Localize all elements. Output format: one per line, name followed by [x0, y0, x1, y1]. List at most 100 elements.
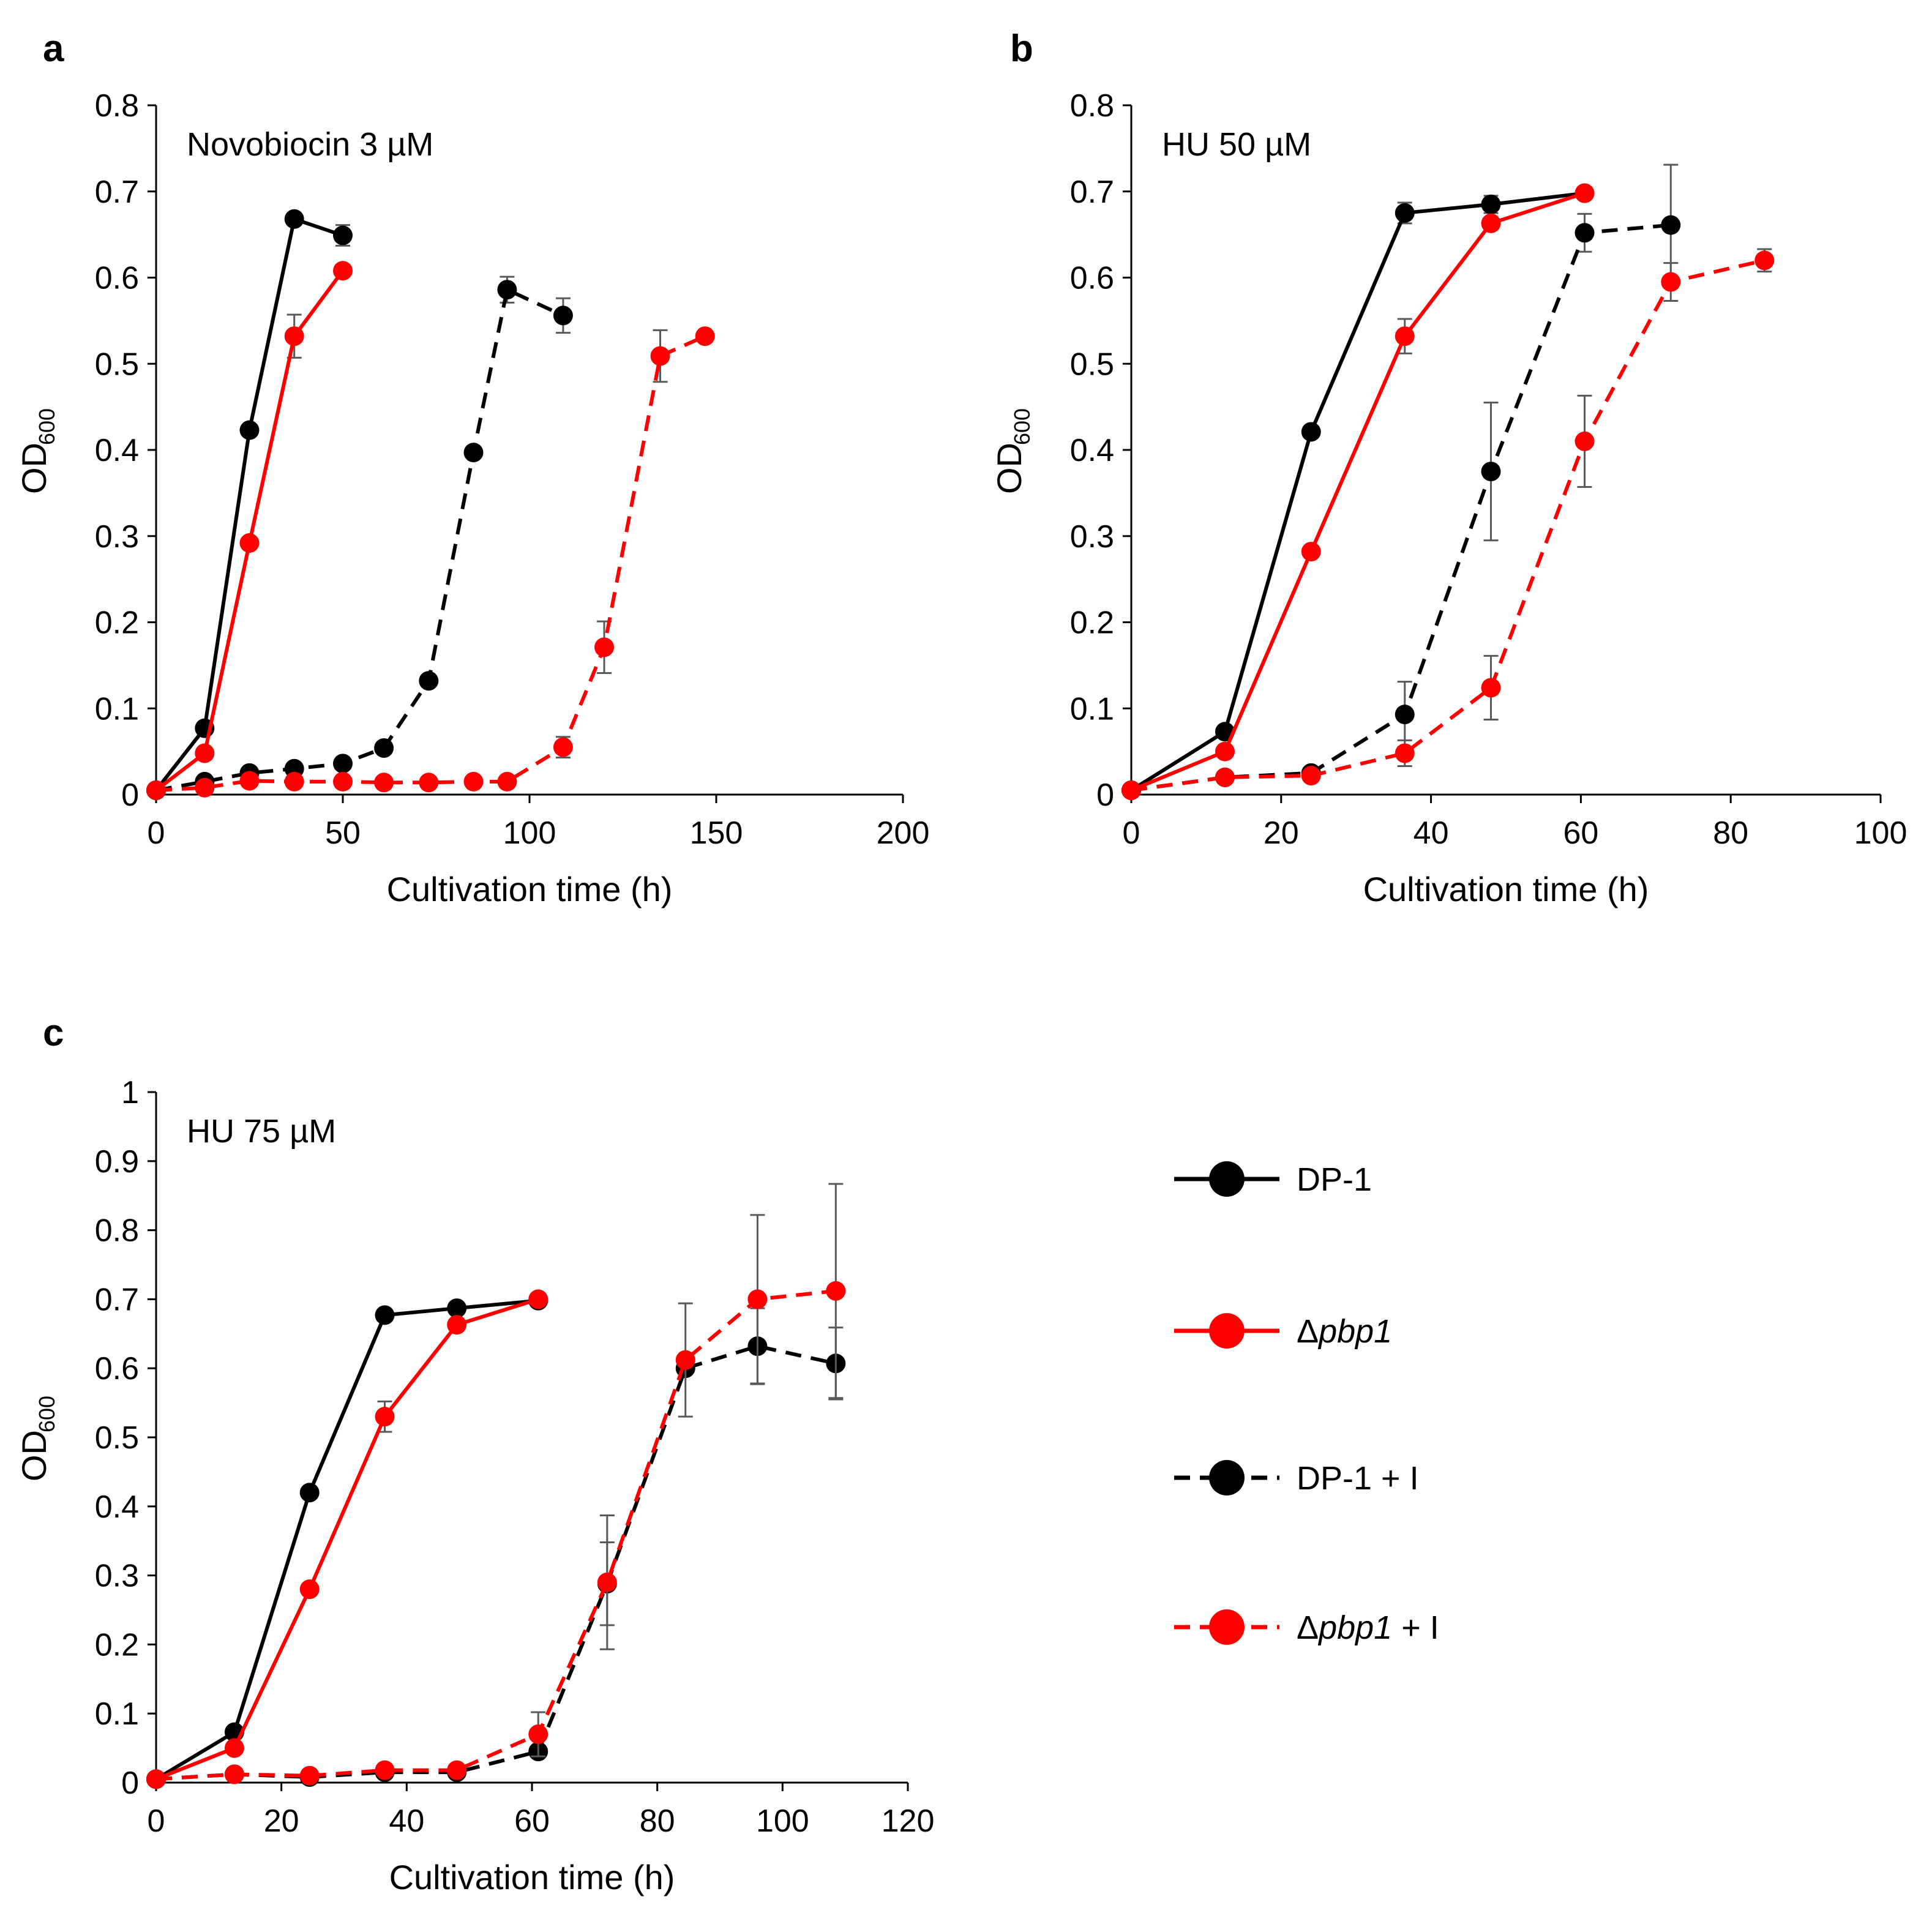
data-point	[146, 1769, 166, 1789]
data-point	[419, 773, 439, 793]
y-tick-label: 0.1	[95, 691, 139, 727]
x-tick-label: 100	[756, 1803, 809, 1839]
data-point	[528, 1289, 549, 1309]
series-line	[155, 334, 706, 792]
data-point	[1395, 743, 1415, 763]
data-point	[528, 1724, 549, 1745]
x-axis-title: Cultivation time (h)	[389, 1858, 675, 1896]
data-point	[447, 1298, 467, 1319]
legend-label-text: DP-1	[1297, 1161, 1372, 1198]
data-point	[375, 1407, 395, 1427]
legend-label: Δpbp1	[1297, 1313, 1392, 1350]
y-tick-label: 0.1	[95, 1696, 139, 1732]
x-tick-label: 100	[503, 815, 556, 851]
x-tick-label: 120	[882, 1803, 935, 1839]
data-point	[375, 1305, 395, 1325]
data-point	[1215, 767, 1235, 787]
data-point	[1121, 780, 1141, 800]
data-point	[594, 637, 614, 657]
series-line	[1131, 258, 1765, 792]
data-point	[463, 443, 484, 463]
data-point	[650, 346, 670, 366]
data-point	[224, 1738, 244, 1758]
data-point	[374, 773, 394, 793]
series--pbp1-group	[146, 1289, 549, 1789]
series-line	[155, 1344, 836, 1781]
series-line	[155, 1298, 539, 1781]
x-tick-label: 20	[1264, 815, 1299, 851]
x-tick-label: 60	[514, 1803, 550, 1839]
y-tick-label: 1	[121, 1075, 139, 1110]
data-point	[333, 225, 353, 245]
series-dp-1-group	[146, 1290, 549, 1789]
legend-entry: DP-1	[1174, 1161, 1372, 1198]
data-point	[1574, 431, 1595, 451]
y-tick-label: 0	[121, 777, 139, 813]
series--pbp1-i-group	[1121, 248, 1775, 800]
y-tick-label: 0.7	[95, 1282, 139, 1317]
y-tick-label: 0.5	[1070, 346, 1114, 382]
y-tick-label: 0.4	[95, 1489, 139, 1525]
data-point	[333, 261, 353, 281]
data-point	[375, 1760, 395, 1780]
legend-label-text: DP-1 + I	[1297, 1460, 1419, 1497]
series-dp-1-group	[1121, 183, 1595, 800]
data-point	[299, 1579, 320, 1600]
x-tick-label: 80	[640, 1803, 675, 1839]
panel-annotation: Novobiocin 3 µM	[187, 126, 433, 163]
y-axis-title-subscript: 600	[34, 408, 59, 445]
x-tick-label: 20	[264, 1803, 299, 1839]
y-tick-label: 0.4	[1070, 433, 1114, 468]
y-tick-label: 0.2	[95, 605, 139, 641]
data-point	[1661, 215, 1681, 235]
series-line	[155, 1289, 836, 1781]
y-tick-label: 0.9	[95, 1144, 139, 1180]
data-point	[1574, 223, 1595, 243]
data-point	[224, 1764, 244, 1784]
data-point	[284, 209, 304, 229]
legend-marker	[1209, 1460, 1245, 1495]
y-tick-label: 0.5	[95, 1420, 139, 1456]
data-point	[553, 737, 573, 757]
data-point	[553, 305, 573, 326]
legend-entry: DP-1 + I	[1174, 1460, 1419, 1497]
legend-marker	[1209, 1161, 1245, 1197]
y-tick-label: 0.6	[95, 261, 139, 296]
x-tick-label: 60	[1563, 815, 1598, 851]
x-tick-label: 80	[1713, 815, 1748, 851]
data-point	[374, 738, 394, 758]
series--pbp1-group	[146, 261, 353, 800]
y-tick-label: 0.5	[95, 346, 139, 382]
panel-label: b	[1010, 28, 1033, 70]
data-point	[675, 1350, 695, 1370]
x-tick-label: 0	[148, 815, 165, 851]
data-point	[463, 771, 484, 792]
data-point	[1215, 741, 1235, 762]
panel-label: c	[43, 1012, 64, 1054]
data-point	[299, 1483, 320, 1503]
data-point	[447, 1760, 467, 1780]
y-axis-title: OD	[15, 443, 53, 494]
x-tick-label: 150	[690, 815, 743, 851]
y-tick-label: 0.6	[1070, 261, 1114, 296]
data-point	[1754, 250, 1775, 271]
data-point	[284, 326, 304, 346]
series-line	[154, 217, 343, 792]
panel-b: b 0 0.1 0.2 0.3 0.4 0.5 0.6 0.7 0.8 0 20 40 60 80 100 Cu…	[990, 28, 1907, 908]
data-point	[1395, 203, 1415, 223]
data-point	[447, 1315, 467, 1335]
series-line	[155, 1297, 539, 1781]
legend-label: Δpbp1 + I	[1297, 1609, 1439, 1646]
legend: DP-1 Δpbp1 DP-1 + I Δpbp1 + I	[1174, 1161, 1439, 1646]
x-tick-label: 200	[877, 815, 930, 851]
series-line	[155, 288, 564, 792]
series--pbp1-group	[1121, 183, 1595, 800]
x-axis-title: Cultivation time (h)	[387, 870, 673, 908]
y-tick-label: 0.8	[1070, 88, 1114, 124]
panel-annotation: HU 75 µM	[187, 1113, 336, 1150]
y-axis-title: OD	[15, 1430, 53, 1481]
panel-annotation: HU 50 µM	[1162, 126, 1311, 163]
